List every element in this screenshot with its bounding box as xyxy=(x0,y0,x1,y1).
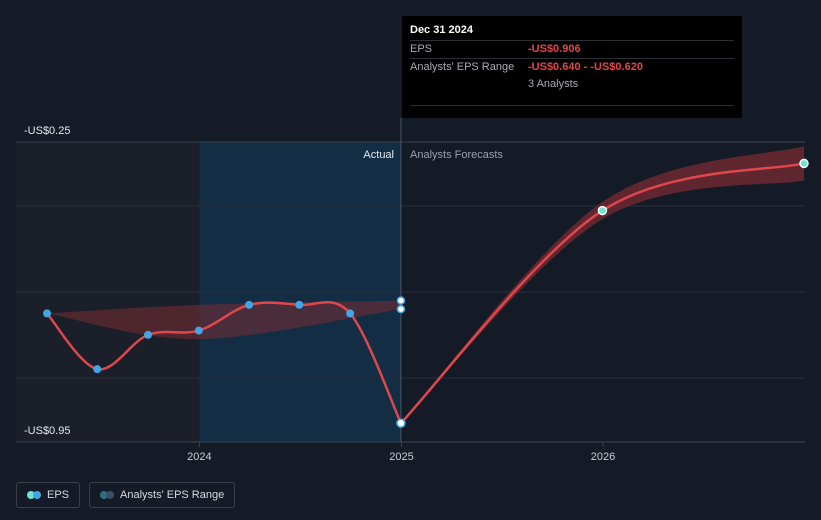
tooltip-eps-row: EPS -US$0.906 xyxy=(410,40,734,58)
eps-actual-point xyxy=(346,309,355,318)
legend-range-toggle[interactable]: Analysts' EPS Range xyxy=(89,482,236,508)
tooltip-title: Dec 31 2024 xyxy=(410,24,473,36)
eps-actual-point xyxy=(93,365,102,374)
eps-forecast-point xyxy=(597,205,608,216)
eps-forecast-line xyxy=(400,162,805,425)
tooltip-range-row: Analysts' EPS Range -US$0.640 - -US$0.62… xyxy=(410,58,734,76)
x-tick-label: 2024 xyxy=(187,451,211,463)
eps-forecast-point xyxy=(799,158,809,169)
eps-actual-point xyxy=(245,300,254,309)
tooltip-range-value: -US$0.640 - -US$0.620 xyxy=(528,61,643,73)
legend-range-label: Analysts' EPS Range xyxy=(120,489,225,501)
eps-actual-point xyxy=(194,326,203,335)
tooltip-divider xyxy=(410,105,734,106)
actual-region-label: Actual xyxy=(363,149,394,161)
eps-estimate-point xyxy=(396,296,406,305)
tooltip-analysts-row: 3 Analysts xyxy=(410,76,734,93)
markers xyxy=(43,158,809,428)
legend-eps-label: EPS xyxy=(47,489,70,501)
forecast-region-label: Analysts Forecasts xyxy=(410,149,503,161)
gridlines xyxy=(16,141,805,443)
tooltip-analysts-count: 3 Analysts xyxy=(528,78,579,90)
eps-range-band-forecast xyxy=(400,146,804,424)
tooltip-eps-label: EPS xyxy=(410,43,433,55)
eps-actual-point xyxy=(144,330,153,339)
y-axis-bottom-label: -US$0.95 xyxy=(24,425,70,437)
x-axis-ticks: 2024 2025 2026 xyxy=(187,442,615,463)
y-axis-top-label: -US$0.25 xyxy=(24,125,70,137)
eps-actual-point xyxy=(396,418,406,428)
x-tick-label: 2026 xyxy=(591,451,615,463)
eps-range-band-history xyxy=(47,300,401,340)
tooltip: Dec 31 2024 EPS -US$0.906 Analysts' EPS … xyxy=(402,16,742,118)
eps-estimate-point xyxy=(396,304,406,314)
eps-swatch-icon xyxy=(27,491,41,499)
legend-eps-toggle[interactable]: EPS xyxy=(16,482,81,508)
legend: EPS Analysts' EPS Range xyxy=(16,482,236,508)
eps-actual-point xyxy=(43,309,51,318)
tooltip-range-label: Analysts' EPS Range xyxy=(410,61,515,73)
range-swatch-icon xyxy=(100,491,115,499)
eps-actual-point xyxy=(295,300,304,309)
tooltip-eps-value: -US$0.906 xyxy=(528,43,581,55)
x-tick-label: 2025 xyxy=(389,451,413,463)
